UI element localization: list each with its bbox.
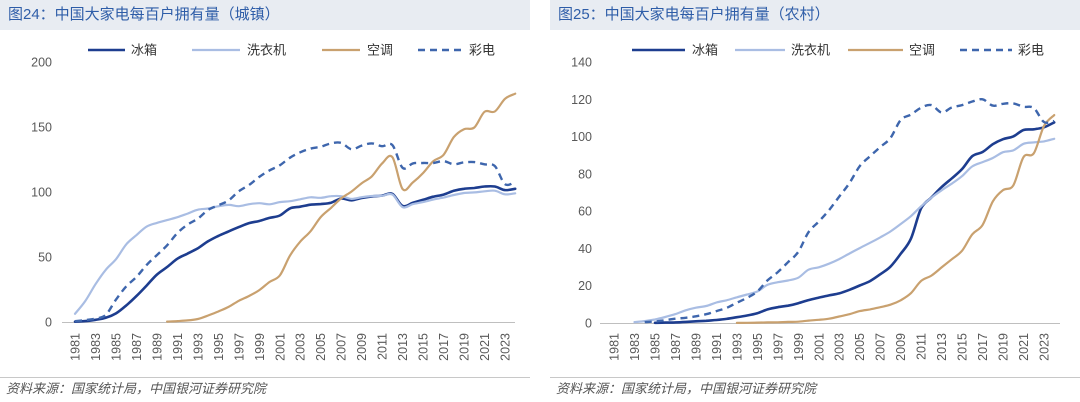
series-line-color-tv <box>644 97 1055 324</box>
y-tick-labels: 0 50 100 150 200 <box>31 56 52 330</box>
x-tick-label: 2013 <box>396 333 410 361</box>
x-tick-label: 2023 <box>499 333 513 361</box>
x-tick-label: 1999 <box>792 333 806 361</box>
y-tick-label: 100 <box>31 186 52 200</box>
x-tick-label: 1983 <box>89 333 103 361</box>
series-line-washing-machine <box>73 189 517 315</box>
x-tick-label: 1991 <box>171 333 185 361</box>
x-tick-label: 1987 <box>130 333 144 361</box>
x-tick-label: 2005 <box>853 333 867 361</box>
urban-appliance-line-chart: 0 50 100 150 200 1981 1983 1985 1987 1989 1991 1993… <box>31 43 517 361</box>
source-divider <box>0 377 530 378</box>
x-tick-label: 2011 <box>915 333 929 360</box>
x-tick-label: 2001 <box>812 333 826 361</box>
x-tick-label: 2021 <box>478 333 492 361</box>
x-tick-label: 1997 <box>232 333 246 361</box>
legend-label: 彩电 <box>1018 43 1044 58</box>
legend-label: 洗衣机 <box>791 43 830 58</box>
x-tick-label: 2007 <box>335 333 349 361</box>
x-tick-label: 2021 <box>1017 333 1031 361</box>
y-tick-label: 80 <box>578 167 592 181</box>
y-tick-label: 40 <box>578 242 592 256</box>
legend-label: 洗衣机 <box>247 43 286 58</box>
urban-chart-panel: 图24：中国大家电每百户拥有量（城镇） 0 50 100 150 200 1981 1983… <box>0 0 530 402</box>
rural-chart-panel: 图25：中国大家电每百户拥有量（农村） 0 20 40 60 80 100 120 140 19… <box>550 0 1080 402</box>
x-tick-label: 2013 <box>935 333 949 361</box>
source-note: 资料来源：国家统计局，中国银河证券研究院 <box>556 381 817 396</box>
legend-label: 空调 <box>909 43 935 58</box>
x-tick-label: 2009 <box>894 333 908 361</box>
y-tick-label: 100 <box>571 130 592 144</box>
series-line-fridge <box>73 184 517 323</box>
series-line-fridge <box>653 121 1056 325</box>
x-tick-label: 2017 <box>976 333 990 361</box>
legend-label: 空调 <box>367 43 393 58</box>
legend: 冰箱 洗衣机 空调 彩电 <box>88 43 495 58</box>
x-tick-label: 2019 <box>997 333 1011 361</box>
x-tick-label: 1981 <box>69 333 83 361</box>
x-tick-label: 2023 <box>1038 333 1052 361</box>
x-tick-label: 1987 <box>669 333 683 361</box>
x-tick-label: 1983 <box>628 333 642 361</box>
legend-item-color-tv: 彩电 <box>960 43 1044 58</box>
x-tick-label: 2015 <box>956 333 970 361</box>
legend-label: 冰箱 <box>692 43 718 58</box>
series-line-air-conditioner <box>166 92 517 323</box>
y-tick-label: 140 <box>571 56 592 70</box>
x-tick-label: 2001 <box>273 333 287 361</box>
x-tick-label: 1993 <box>191 333 205 361</box>
x-tick-label: 1999 <box>253 333 267 361</box>
x-tick-label: 2019 <box>458 333 472 361</box>
y-tick-label: 20 <box>578 279 592 293</box>
legend-label: 彩电 <box>469 43 495 58</box>
x-tick-label: 2007 <box>874 333 888 361</box>
chart-title: 图25：中国大家电每百户拥有量（农村） <box>550 0 1080 30</box>
x-tick-label: 1997 <box>771 333 785 361</box>
x-tick-labels: 1981 1983 1985 1987 1989 1991 1993 1995 1997 1999… <box>69 333 513 361</box>
x-tick-label: 2009 <box>355 333 369 361</box>
x-tick-label: 2015 <box>417 333 431 361</box>
series-lines <box>633 97 1056 325</box>
legend-item-air-conditioner: 空调 <box>322 43 393 58</box>
x-tick-label: 2017 <box>437 333 451 361</box>
y-tick-label: 150 <box>31 121 52 135</box>
source-note: 资料来源：国家统计局，中国银河证券研究院 <box>6 381 267 396</box>
y-tick-label: 50 <box>38 251 52 265</box>
x-tick-label: 2005 <box>314 333 328 361</box>
legend-item-washing-machine: 洗衣机 <box>735 43 830 58</box>
y-tick-label: 0 <box>585 317 592 331</box>
source-divider <box>550 377 1080 378</box>
y-tick-label: 0 <box>45 316 52 330</box>
y-tick-label: 60 <box>578 205 592 219</box>
x-tick-label: 1989 <box>150 333 164 361</box>
legend-item-air-conditioner: 空调 <box>848 43 935 58</box>
x-tick-label: 1989 <box>689 333 703 361</box>
series-line-washing-machine <box>633 137 1056 324</box>
legend-label: 冰箱 <box>131 43 157 58</box>
x-tick-labels: 1981 1983 1985 1987 1989 1991 1993 1995 1997 1999… <box>608 333 1052 361</box>
legend-item-color-tv: 彩电 <box>418 43 495 58</box>
legend-item-fridge: 冰箱 <box>632 43 718 58</box>
x-tick-label: 1995 <box>212 333 226 361</box>
series-line-color-tv <box>74 141 516 323</box>
y-tick-label: 120 <box>571 93 592 107</box>
chart-title: 图24：中国大家电每百户拥有量（城镇） <box>0 0 530 30</box>
x-tick-label: 1985 <box>649 333 663 361</box>
legend-item-fridge: 冰箱 <box>88 43 157 58</box>
y-tick-labels: 0 20 40 60 80 100 120 140 <box>571 56 592 331</box>
x-tick-label: 2003 <box>294 333 308 361</box>
x-tick-label: 2011 <box>376 333 390 360</box>
legend-item-washing-machine: 洗衣机 <box>192 43 286 58</box>
x-tick-label: 1991 <box>710 333 724 361</box>
legend: 冰箱 洗衣机 空调 彩电 <box>632 43 1044 58</box>
x-tick-label: 1981 <box>608 333 622 361</box>
x-tick-label: 2003 <box>833 333 847 361</box>
x-tick-label: 1995 <box>751 333 765 361</box>
series-line-air-conditioner <box>735 114 1056 324</box>
y-tick-label: 200 <box>31 56 52 70</box>
x-tick-label: 1993 <box>730 333 744 361</box>
series-lines <box>73 92 517 323</box>
x-tick-label: 1985 <box>110 333 124 361</box>
